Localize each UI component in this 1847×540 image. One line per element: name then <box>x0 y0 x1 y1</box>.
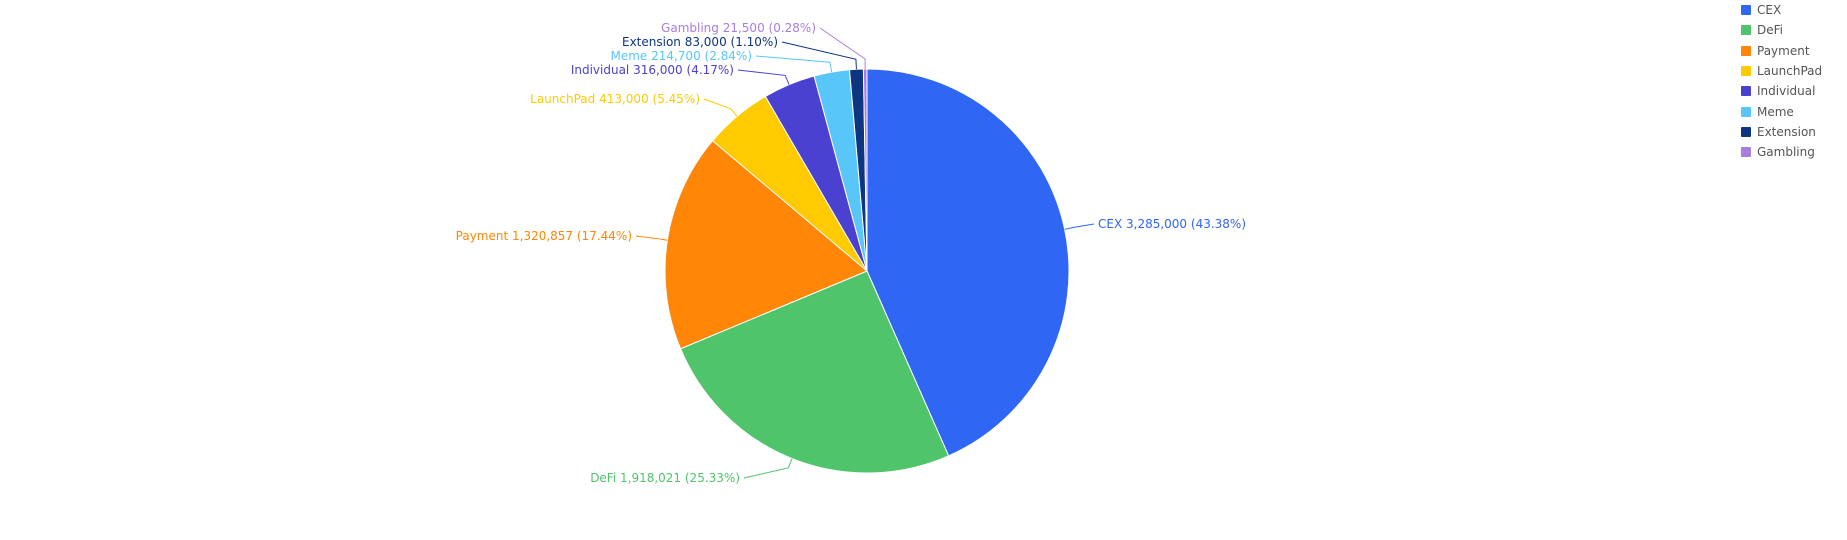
legend-label: Gambling <box>1757 145 1815 160</box>
legend-swatch <box>1741 86 1751 97</box>
legend-label: Payment <box>1757 43 1810 58</box>
legend-swatch <box>1741 106 1751 117</box>
legend-swatch <box>1741 66 1751 77</box>
slice-label-payment: Payment 1,320,857 (17.44%) <box>456 229 632 243</box>
legend-label: Extension <box>1757 124 1816 139</box>
slice-labels: CEX 3,285,000 (43.38%) DeFi 1,918,021 (25… <box>456 21 1246 485</box>
slice-label-launchpad: LaunchPad 413,000 (5.45%) <box>530 92 700 106</box>
legend-swatch <box>1741 147 1751 158</box>
leader-line-launchpad <box>703 98 738 117</box>
leader-line-extension <box>781 41 857 70</box>
legend-swatch <box>1741 5 1751 16</box>
legend-swatch <box>1741 45 1751 56</box>
legend-item-extension[interactable]: Extension <box>1741 122 1822 142</box>
pie-slices <box>664 68 1070 474</box>
leader-line-individual <box>737 69 790 85</box>
legend-swatch <box>1741 126 1751 137</box>
legend-item-gambling[interactable]: Gambling <box>1741 142 1822 162</box>
legend-item-launchpad[interactable]: LaunchPad <box>1741 61 1822 81</box>
slice-label-extension: Extension 83,000 (1.10%) <box>622 35 778 49</box>
legend-item-cex[interactable]: CEX <box>1741 0 1822 20</box>
legend-label: CEX <box>1757 3 1782 18</box>
leader-line-payment <box>635 235 668 241</box>
slice-label-meme: Meme 214,700 (2.84%) <box>610 49 752 63</box>
leader-line-cex <box>1064 223 1095 230</box>
leader-line-meme <box>755 55 833 73</box>
legend-item-meme[interactable]: Meme <box>1741 101 1822 121</box>
pie-slice-payment[interactable] <box>664 140 868 350</box>
slice-label-cex: CEX 3,285,000 (43.38%) <box>1098 217 1246 231</box>
legend-label: DeFi <box>1757 23 1783 38</box>
label-leader-lines <box>635 27 1095 479</box>
legend-label: LaunchPad <box>1757 64 1823 79</box>
legend-item-defi[interactable]: DeFi <box>1741 20 1822 40</box>
leader-line-defi <box>743 458 793 479</box>
legend-label: Meme <box>1757 104 1794 119</box>
leader-line-gambling <box>819 27 866 70</box>
legend-label: Individual <box>1757 84 1816 99</box>
legend-item-payment[interactable]: Payment <box>1741 41 1822 61</box>
legend: CEX DeFi Payment LaunchPad Individual Meme Ext… <box>1741 0 1822 162</box>
slice-label-defi: DeFi 1,918,021 (25.33%) <box>590 471 740 485</box>
pie-slice-cex[interactable] <box>866 68 1070 457</box>
legend-item-individual[interactable]: Individual <box>1741 81 1822 101</box>
slice-label-individual: Individual 316,000 (4.17%) <box>571 63 734 77</box>
slice-label-gambling: Gambling 21,500 (0.28%) <box>661 21 816 35</box>
legend-swatch <box>1741 25 1751 36</box>
